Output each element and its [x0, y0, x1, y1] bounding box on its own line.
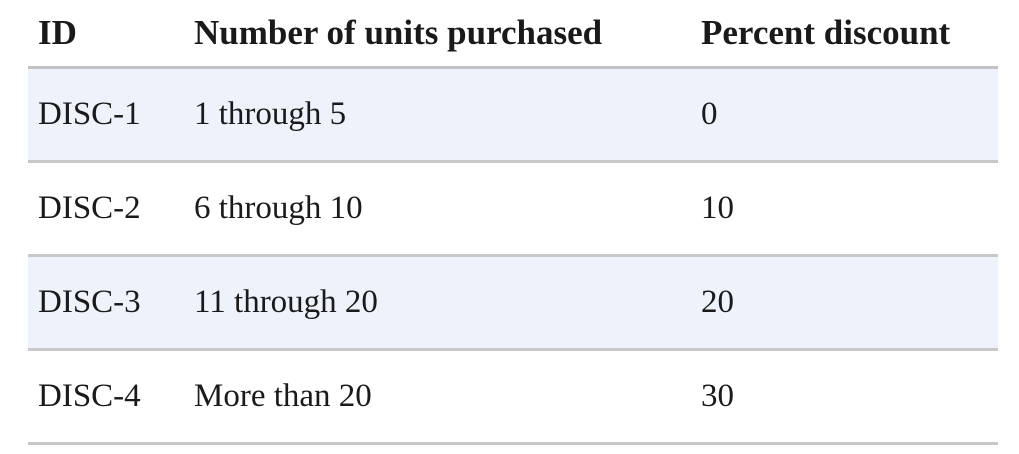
table-row: DISC-1 1 through 5 0 [28, 67, 998, 163]
cell-units: 11 through 20 [184, 255, 691, 351]
cell-units: 1 through 5 [184, 67, 691, 163]
discount-table: ID Number of units purchased Percent dis… [28, 0, 998, 445]
cell-id: DISC-3 [28, 255, 184, 351]
header-id: ID [28, 0, 184, 69]
table-row: DISC-3 11 through 20 20 [28, 255, 998, 351]
cell-id: DISC-4 [28, 349, 184, 445]
cell-id: DISC-1 [28, 67, 184, 163]
cell-id: DISC-2 [28, 161, 184, 257]
header-units-purchased: Number of units purchased [184, 0, 691, 69]
table-header: ID Number of units purchased Percent dis… [28, 0, 998, 69]
cell-units: More than 20 [184, 349, 691, 445]
cell-percent: 30 [691, 349, 998, 445]
cell-percent: 20 [691, 255, 998, 351]
discount-table-container: ID Number of units purchased Percent dis… [28, 0, 998, 445]
cell-units: 6 through 10 [184, 161, 691, 257]
table-body: DISC-1 1 through 5 0 DISC-2 6 through 10… [28, 67, 998, 445]
cell-percent: 0 [691, 67, 998, 163]
cell-percent: 10 [691, 161, 998, 257]
table-row: DISC-2 6 through 10 10 [28, 161, 998, 257]
table-row: DISC-4 More than 20 30 [28, 349, 998, 445]
header-row: ID Number of units purchased Percent dis… [28, 0, 998, 69]
header-percent-discount: Percent discount [691, 0, 998, 69]
